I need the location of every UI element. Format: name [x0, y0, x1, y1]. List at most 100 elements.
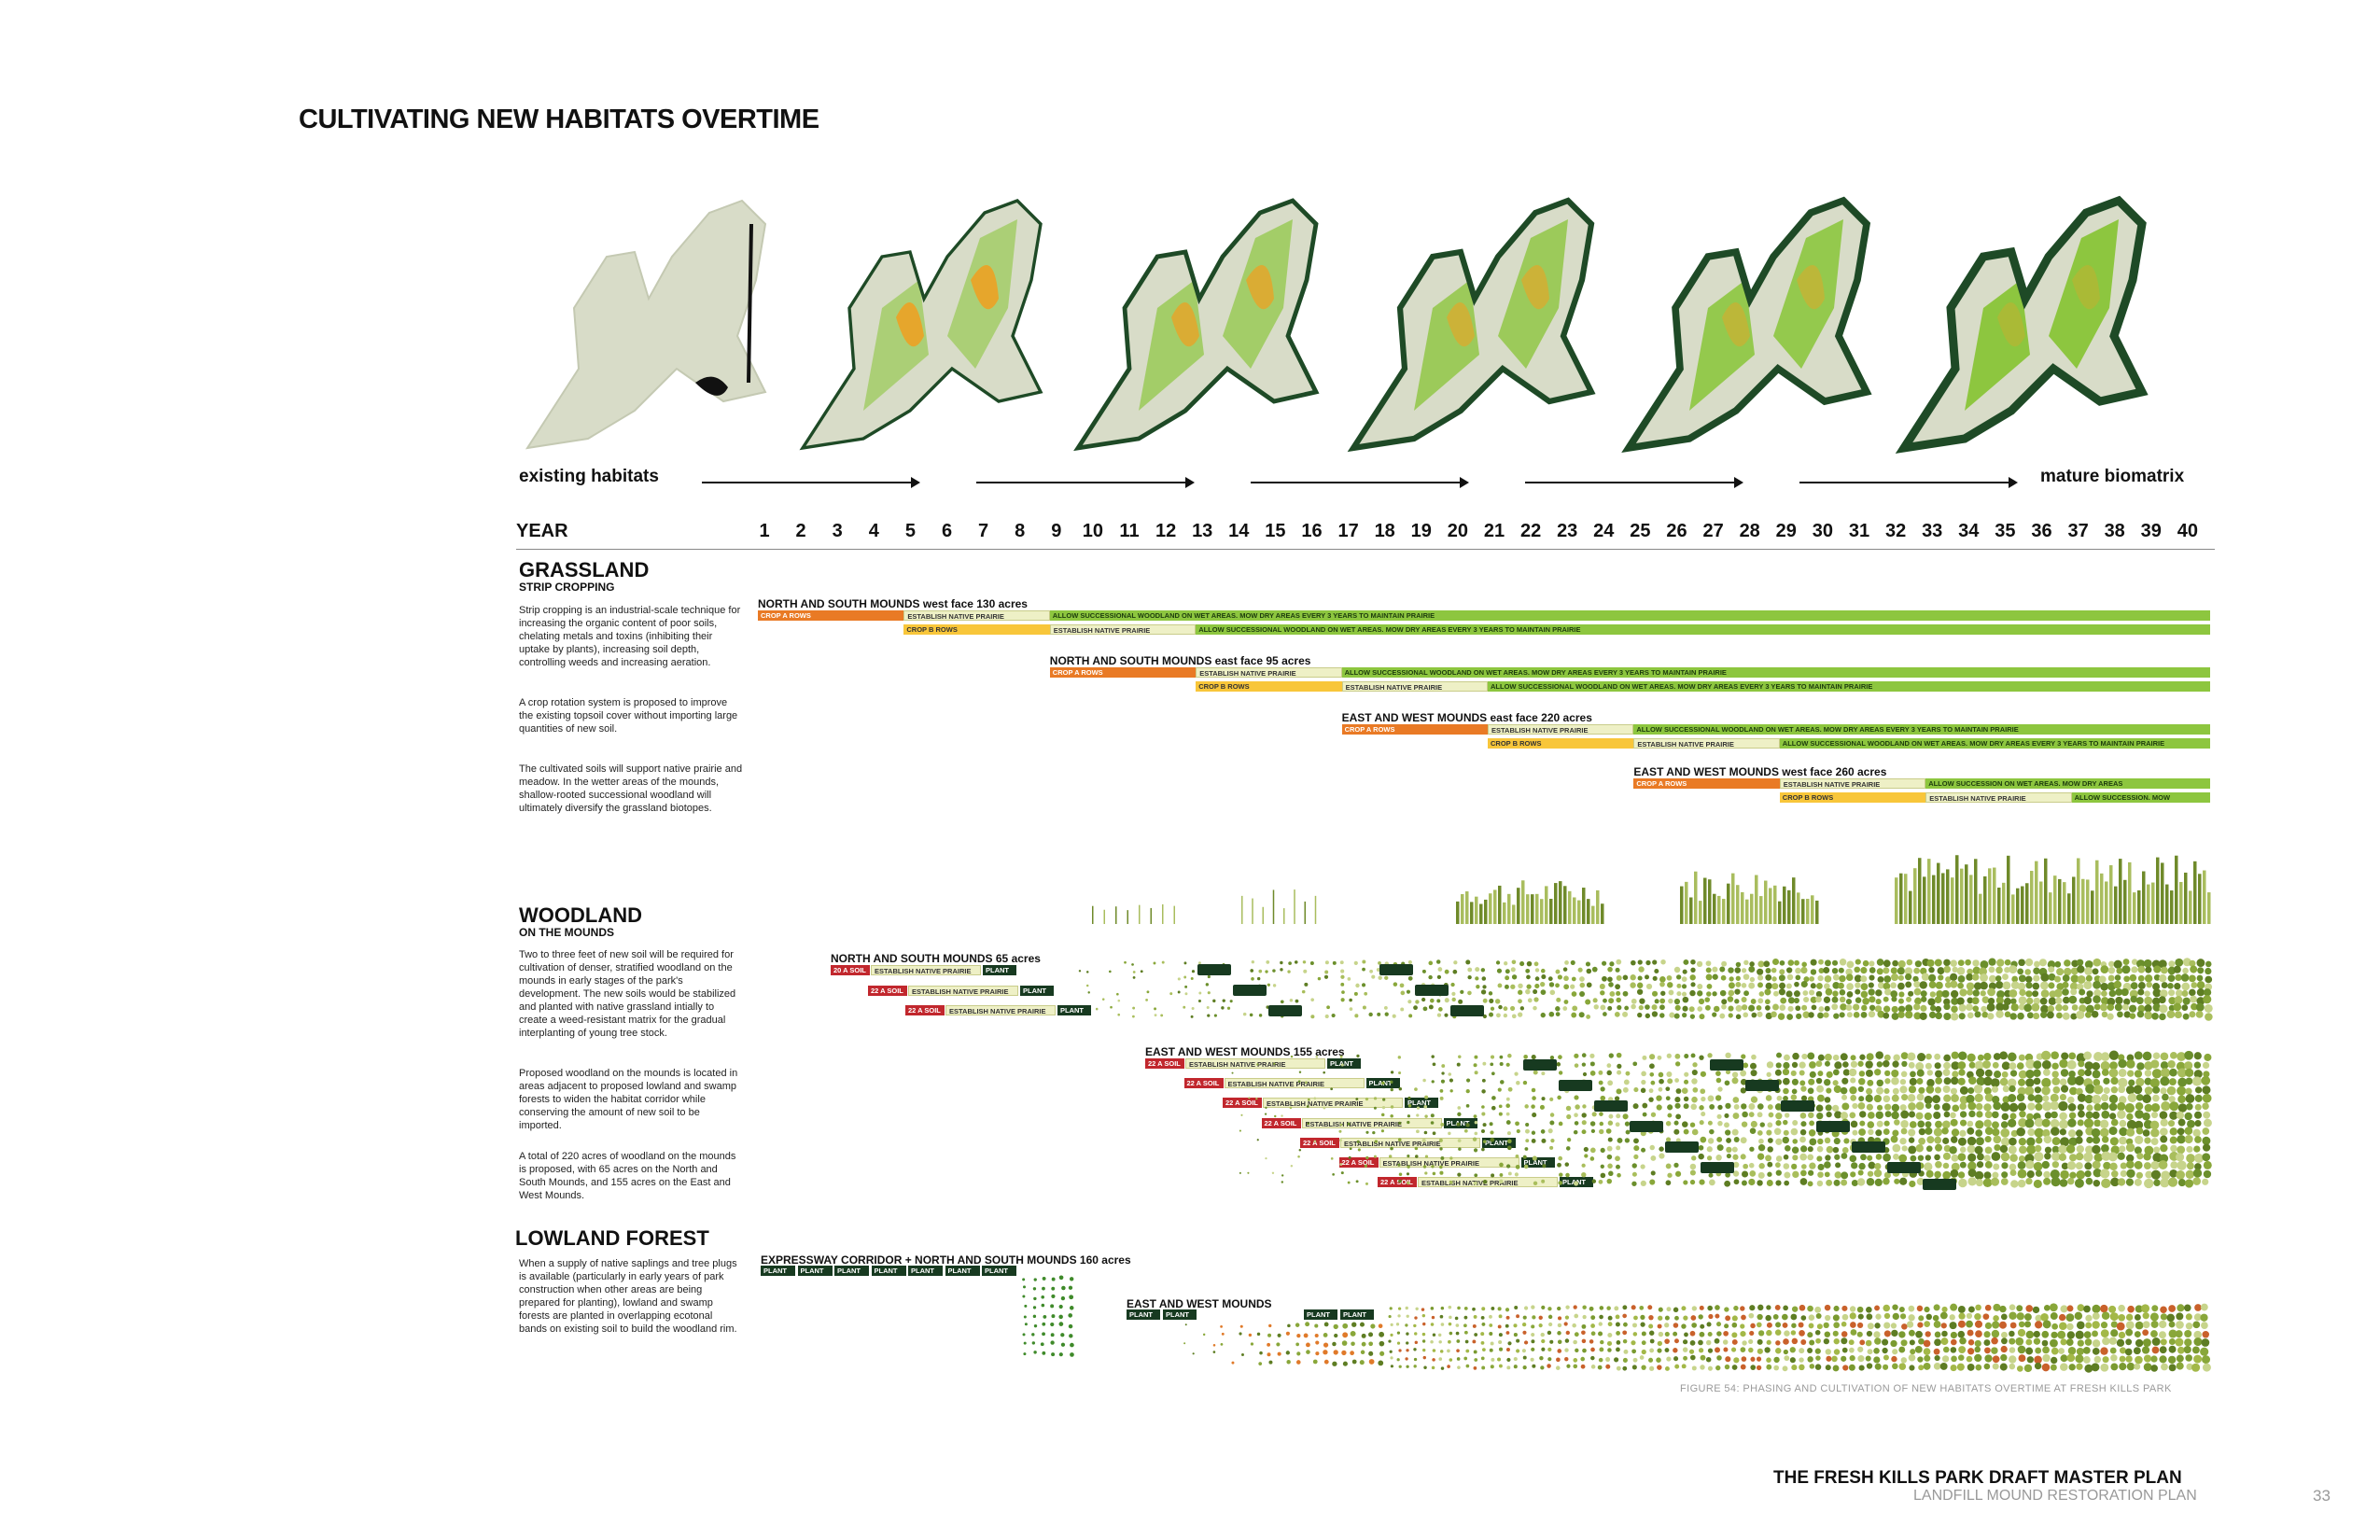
- tree-dot: [1816, 983, 1823, 989]
- tree-dot: [2038, 959, 2047, 967]
- tree-dot: [1959, 1119, 1967, 1127]
- tree-dot: [1499, 1179, 1504, 1184]
- tree-dot: [1675, 1088, 1682, 1094]
- tree-dot: [2050, 1093, 2059, 1102]
- tree-dot: [1514, 1305, 1519, 1309]
- tree-dot: [1022, 1333, 1026, 1337]
- tree-dot: [2142, 1329, 2149, 1337]
- tree-dot: [2101, 1110, 2110, 1119]
- tree-dot: [2135, 1338, 2144, 1348]
- tree-dot: [2194, 1163, 2202, 1170]
- tree-dot: [1815, 1337, 1821, 1344]
- tree-growth-bar: [1783, 886, 1786, 924]
- year-number: 30: [1812, 521, 1834, 541]
- tree-dot: [1897, 974, 1904, 981]
- tree-dot: [1332, 1173, 1335, 1176]
- tree-dot: [2051, 1161, 2060, 1169]
- tree-dot: [2043, 1304, 2051, 1311]
- tree-dot: [1743, 1163, 1749, 1169]
- tree-dot: [2109, 1347, 2117, 1354]
- tree-dot: [1379, 1331, 1385, 1337]
- tree-dot: [1448, 1131, 1451, 1136]
- tree-dot: [2124, 1348, 2133, 1356]
- tree-dot: [1991, 1085, 1999, 1093]
- tree-dot: [1859, 1339, 1866, 1346]
- tree-dot: [1749, 976, 1756, 983]
- tree-dot: [1833, 1013, 1840, 1019]
- tree-dot: [1355, 1098, 1359, 1100]
- tree-dot: [2057, 1330, 2066, 1339]
- tree-dot: [1439, 1147, 1443, 1151]
- planting-block: [1379, 964, 1413, 975]
- tree-dot: [2108, 1127, 2118, 1136]
- tree-dot: [1202, 1333, 1206, 1337]
- tree-dot: [1809, 1120, 1815, 1127]
- tree-dot: [2076, 1347, 2084, 1356]
- tree-dot: [1207, 974, 1211, 979]
- tree-dot: [1332, 960, 1337, 965]
- tree-dot: [1716, 1137, 1723, 1142]
- tree-dot: [1251, 960, 1255, 964]
- tree-dot: [1481, 976, 1487, 981]
- tree-dot: [1869, 967, 1876, 973]
- tree-dot: [2004, 959, 2011, 966]
- tree-dot: [1874, 1363, 1882, 1370]
- tree-dot: [1876, 959, 1884, 966]
- tree-growth-bar: [2095, 860, 2099, 924]
- tree-dot: [1900, 1052, 1909, 1060]
- tree-dot: [2009, 1169, 2017, 1177]
- tree-dot: [1868, 1161, 1876, 1169]
- tree-dot: [1759, 1122, 1765, 1127]
- tree-dot: [1785, 983, 1792, 989]
- tree-dot: [1683, 1355, 1688, 1361]
- tree-dot: [1791, 1163, 1798, 1169]
- tree-dot: [1748, 982, 1756, 989]
- tree-dot: [1800, 1339, 1807, 1345]
- tree-dot: [1951, 1005, 1958, 1013]
- tree-dot: [2159, 1004, 2168, 1014]
- tree-dot: [1939, 1311, 1948, 1320]
- tree-dot: [1966, 1312, 1973, 1320]
- tree-dot: [1891, 1076, 1899, 1085]
- tree-dot: [2189, 988, 2196, 997]
- tree-dot: [1518, 1012, 1523, 1017]
- tree-dot: [1348, 1155, 1351, 1159]
- tree-dot: [2116, 967, 2123, 974]
- tree-dot: [1247, 1171, 1250, 1174]
- tree-dot: [1505, 1315, 1510, 1320]
- tree-dot: [1783, 1119, 1788, 1126]
- tree-dot: [2119, 1355, 2126, 1363]
- tree-dot: [1673, 1128, 1680, 1135]
- tree-dot: [1950, 980, 1958, 988]
- tree-dot: [1522, 1365, 1527, 1370]
- tree-dot: [1438, 1357, 1443, 1361]
- tree-dot: [2002, 973, 2009, 980]
- tree-dot: [1801, 1053, 1808, 1060]
- tree-dot: [1498, 1339, 1503, 1345]
- tree-dot: [2107, 1152, 2118, 1162]
- tree-dot: [1699, 1120, 1704, 1126]
- tree-dot: [1705, 1339, 1712, 1346]
- tree-dot: [1648, 1357, 1654, 1363]
- tree-dot: [2092, 1330, 2098, 1337]
- prairie-bar: ESTABLISH NATIVE PRAIRIE: [1488, 724, 1634, 735]
- tree-dot: [2023, 1313, 2032, 1321]
- tree-dot: [1987, 1013, 1995, 1020]
- tree-dot: [2041, 1160, 2051, 1169]
- tree-dot: [1481, 1323, 1486, 1326]
- tree-dot: [1933, 1362, 1941, 1370]
- tree-dot: [1841, 1102, 1850, 1111]
- tree-dot: [1605, 1128, 1612, 1134]
- tree-dot: [1698, 1314, 1703, 1320]
- tree-dot: [1603, 998, 1607, 1003]
- tree-dot: [1051, 1314, 1056, 1319]
- tree-dot: [2101, 1011, 2108, 1018]
- tree-dot: [1892, 1312, 1899, 1321]
- lowland-group-title: EXPRESSWAY CORRIDOR + NORTH AND SOUTH MO…: [761, 1253, 1131, 1267]
- tree-dot: [1815, 1104, 1824, 1113]
- year-number: 24: [1593, 521, 1615, 541]
- soil-bar: 22 A SOIL: [1223, 1098, 1262, 1109]
- tree-dot: [1481, 1105, 1485, 1109]
- tree-dot: [1757, 974, 1764, 981]
- tree-dot: [1952, 1071, 1959, 1078]
